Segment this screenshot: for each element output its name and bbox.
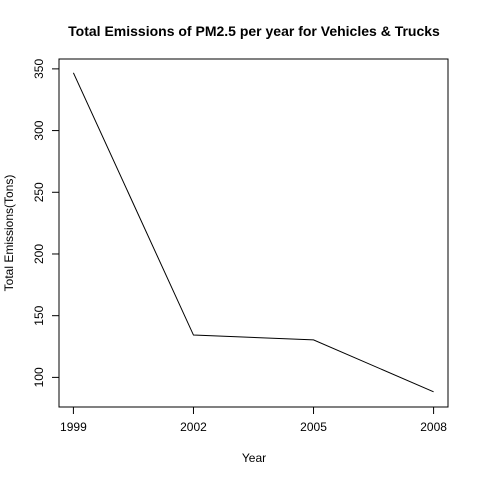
x-tick-label: 2002 — [180, 420, 207, 434]
chart-title: Total Emissions of PM2.5 per year for Ve… — [68, 23, 440, 39]
y-tick-label: 300 — [32, 120, 46, 140]
y-tick-label: 100 — [32, 367, 46, 387]
x-tick-label: 1999 — [60, 420, 87, 434]
y-axis-label: Total Emissions(Tons) — [2, 175, 16, 292]
x-axis-label: Year — [242, 451, 266, 465]
y-tick-label: 150 — [32, 305, 46, 325]
x-tick-label: 2005 — [300, 420, 327, 434]
x-axis: 1999 2002 2005 2008 — [60, 406, 447, 434]
emissions-series-line — [72, 72, 434, 393]
y-tick-label: 200 — [32, 244, 46, 264]
plot-frame — [58, 58, 449, 408]
y-axis: 100 150 200 250 300 350 — [32, 59, 60, 387]
y-tick-label: 350 — [32, 59, 46, 79]
x-tick-label: 2008 — [420, 420, 447, 434]
series-layer — [72, 72, 434, 393]
y-tick-label: 250 — [32, 182, 46, 202]
